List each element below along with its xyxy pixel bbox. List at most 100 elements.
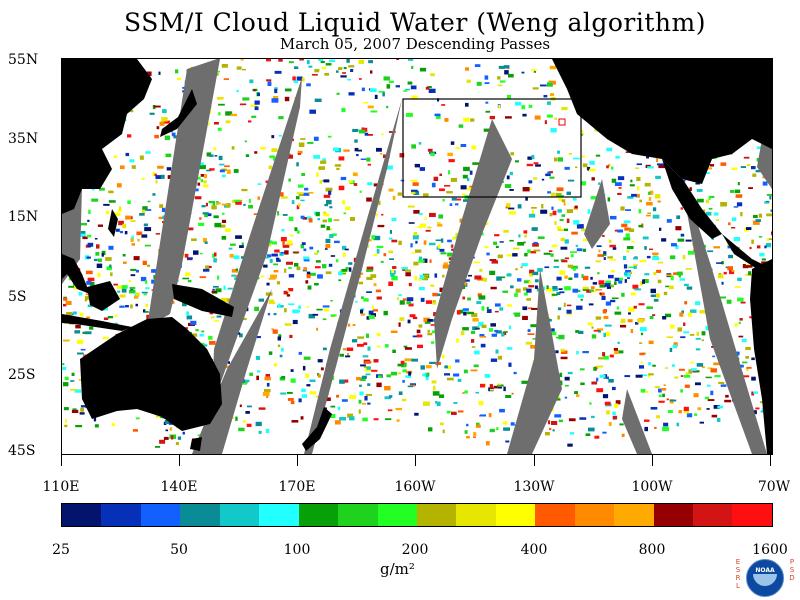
cloud-pixel	[561, 214, 566, 217]
cloud-pixel	[471, 339, 475, 343]
cloud-pixel	[692, 370, 699, 373]
cloud-pixel	[317, 359, 323, 363]
cloud-pixel	[688, 369, 692, 374]
cloud-pixel	[340, 271, 347, 273]
cloud-pixel	[385, 418, 392, 421]
cloud-pixel	[257, 370, 261, 373]
cloud-pixel	[624, 279, 627, 283]
cloud-pixel	[737, 277, 742, 281]
cloud-pixel	[567, 264, 574, 268]
cloud-pixel	[80, 348, 86, 351]
cloud-pixel	[378, 91, 385, 93]
cloud-pixel	[199, 217, 202, 220]
cloud-pixel	[683, 409, 690, 414]
logo-left-letters: E S R L	[734, 558, 742, 590]
cloud-pixel	[408, 222, 415, 224]
cloud-pixel	[500, 80, 506, 83]
cloud-pixel	[580, 130, 584, 134]
cloud-pixel	[123, 261, 127, 264]
cloud-pixel	[367, 402, 371, 405]
cloud-pixel	[360, 377, 366, 381]
cloud-pixel	[164, 135, 170, 141]
cloud-pixel	[602, 352, 606, 357]
cloud-pixel	[372, 309, 378, 312]
cloud-pixel	[623, 264, 628, 269]
cloud-pixel	[509, 171, 513, 176]
cloud-pixel	[271, 276, 276, 280]
cloud-pixel	[433, 176, 439, 181]
cloud-pixel	[498, 65, 506, 69]
cloud-pixel	[93, 417, 97, 422]
cloud-pixel	[363, 342, 368, 346]
cloud-pixel	[296, 192, 304, 194]
cloud-pixel	[325, 238, 331, 244]
cloud-pixel	[129, 286, 136, 290]
cloud-pixel	[334, 164, 342, 167]
cloud-pixel	[748, 271, 751, 276]
cloud-pixel	[324, 308, 329, 312]
noaa-logo: E S R L NOAA P S D	[732, 556, 798, 600]
cloud-pixel	[595, 316, 602, 320]
cloud-pixel	[410, 243, 413, 248]
cloud-pixel	[203, 344, 208, 347]
lon-label: 70W	[757, 479, 791, 495]
cloud-pixel	[547, 191, 551, 194]
cloud-pixel	[444, 118, 449, 122]
cloud-pixel	[296, 76, 303, 81]
cloud-pixel	[364, 396, 368, 401]
cloud-pixel	[659, 227, 662, 231]
cloud-pixel	[271, 135, 275, 139]
cloud-pixel	[709, 164, 715, 167]
cloud-pixel	[533, 177, 538, 180]
cloud-pixel	[119, 305, 125, 308]
cloud-pixel	[404, 347, 412, 350]
cloud-pixel	[262, 391, 270, 396]
cloud-pixel	[279, 377, 286, 381]
cloud-pixel	[734, 286, 741, 288]
cloud-pixel	[418, 256, 423, 261]
cloud-pixel	[376, 333, 381, 337]
cloud-pixel	[384, 385, 391, 391]
cloud-pixel	[114, 314, 118, 317]
cloud-pixel	[212, 253, 215, 258]
land-tasmania	[190, 437, 202, 451]
cloud-pixel	[530, 324, 538, 328]
cloud-pixel	[196, 176, 201, 180]
cloud-pixel	[570, 254, 574, 258]
cloud-pixel	[298, 305, 301, 309]
cloud-pixel	[350, 69, 354, 72]
cloud-pixel	[208, 265, 212, 268]
cloud-pixel	[650, 288, 656, 294]
cloud-pixel	[587, 209, 591, 214]
cloud-pixel	[682, 255, 686, 260]
cloud-pixel	[435, 400, 438, 404]
cloud-pixel	[629, 184, 635, 187]
cloud-pixel	[334, 240, 340, 244]
cloud-pixel	[532, 87, 539, 90]
cloud-pixel	[324, 397, 331, 401]
cloud-pixel	[280, 237, 287, 242]
cloud-pixel	[627, 277, 630, 279]
cloud-pixel	[288, 274, 295, 278]
cloud-pixel	[552, 286, 558, 289]
cloud-pixel	[502, 290, 508, 293]
cloud-pixel	[376, 245, 384, 249]
cloud-pixel	[665, 285, 671, 288]
cloud-pixel	[439, 188, 445, 192]
cloud-pixel	[322, 264, 327, 269]
cloud-pixel	[342, 245, 347, 250]
cloud-pixel	[373, 253, 378, 257]
cloud-pixel	[608, 239, 612, 243]
cloud-pixel	[388, 80, 394, 83]
cloud-pixel	[435, 239, 442, 241]
cloud-pixel	[522, 306, 528, 311]
cloud-pixel	[656, 415, 660, 419]
cloud-pixel	[386, 105, 389, 109]
cloud-pixel	[530, 251, 537, 254]
cloud-pixel	[528, 213, 536, 218]
cloud-pixel	[388, 395, 393, 398]
cloud-pixel	[274, 249, 280, 253]
cloud-pixel	[462, 174, 468, 179]
cloud-pixel	[282, 241, 285, 246]
cloud-pixel	[268, 277, 276, 280]
